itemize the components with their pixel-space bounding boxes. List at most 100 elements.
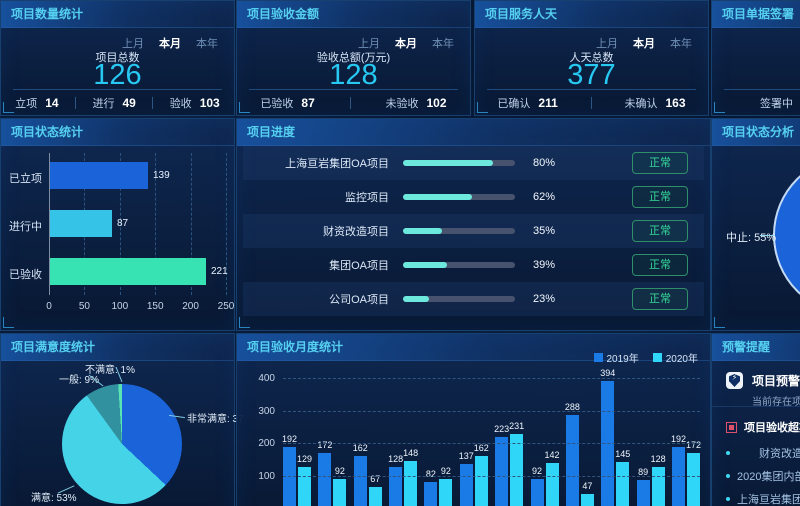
red-square-icon bbox=[726, 421, 737, 433]
bar-2020年: 128 bbox=[651, 374, 666, 506]
month-group: 192 129 bbox=[282, 374, 312, 506]
legend-swatch bbox=[593, 353, 603, 362]
progress-percent: 62% bbox=[533, 191, 556, 203]
pie-label-neutral: 一般: 9% bbox=[59, 375, 100, 386]
progress-percent: 23% bbox=[533, 293, 556, 305]
bar-2020年: 145 bbox=[615, 374, 630, 506]
bar-2019年: 128 bbox=[388, 374, 403, 506]
x-tick-label: 0 bbox=[46, 301, 52, 312]
bar-2019年: 89 bbox=[636, 374, 650, 506]
status-button[interactable]: 正常 bbox=[632, 186, 688, 208]
card-document-signing: 项目单据签署 签署中129 bbox=[711, 0, 800, 116]
panel-title: 项目单据签署 bbox=[712, 1, 800, 28]
status-button[interactable]: 正常 bbox=[632, 254, 688, 276]
progress-row: 上海亘岩集团OA项目 80% 正常 bbox=[243, 146, 704, 180]
legend-item-2020年[interactable]: 2020年 bbox=[652, 350, 698, 365]
progress-percent: 35% bbox=[533, 225, 556, 237]
progress-row: 公司OA项目 23% 正常 bbox=[243, 282, 704, 316]
progress-row: 监控项目 62% 正常 bbox=[243, 180, 704, 214]
panel-title: 项目满意度统计 bbox=[1, 334, 234, 361]
warning-list-item[interactable]: 上海亘岩集团OA项目 bbox=[712, 487, 800, 506]
bar-chart: 0 50 100 150 200 250 139 87 221 bbox=[46, 153, 234, 312]
panel-warnings: 预警提醒 ⚡ 项目预警 当前存在项目风 项目验收超期 财资改造项目2020集团内… bbox=[711, 333, 800, 506]
progress-bar-fill bbox=[403, 296, 429, 302]
metric-label: 人天总数 bbox=[569, 52, 614, 64]
warning-list-item[interactable]: 2020集团内部巡检项目 bbox=[712, 464, 800, 487]
divider bbox=[13, 89, 222, 90]
month-group: 172 92 bbox=[317, 374, 347, 506]
panel-title: 项目验收月度统计 bbox=[237, 334, 710, 361]
bar-2020年: 67 bbox=[368, 374, 382, 506]
progress-bar-track bbox=[403, 160, 515, 166]
progress-bar-track bbox=[403, 194, 515, 200]
tab-本月[interactable]: 本月 bbox=[159, 38, 181, 50]
month-group: 137 162 bbox=[459, 374, 489, 506]
card-stats: 已确认 211 未确认 163 bbox=[481, 93, 702, 113]
month-group: 92 142 bbox=[530, 374, 560, 506]
bars: 192 129 172 92 162 67 128 148 82 92 137 162 223 231 92… bbox=[282, 368, 701, 506]
x-tick-label: 50 bbox=[78, 301, 90, 312]
status-button[interactable]: 正常 bbox=[632, 288, 688, 310]
bar-2019年: 82 bbox=[424, 374, 438, 506]
tab-本年[interactable]: 本年 bbox=[670, 38, 692, 50]
bar-2019年: 172 bbox=[317, 374, 332, 506]
progress-bar-track bbox=[403, 296, 515, 302]
bar-2020年: 129 bbox=[297, 374, 312, 506]
month-group: 394 145 bbox=[600, 368, 630, 506]
month-group: 82 92 bbox=[424, 374, 453, 506]
stat-已验收: 已验收 87 bbox=[260, 96, 315, 110]
section-title: 项目验收超期 bbox=[744, 422, 800, 434]
bar-2019年: 288 bbox=[565, 374, 580, 506]
gridline bbox=[283, 378, 700, 379]
alert-description: 当前存在项目风 bbox=[752, 397, 800, 408]
bar-2019年: 92 bbox=[530, 374, 544, 506]
bar-2020年: 148 bbox=[403, 374, 418, 506]
status-button[interactable]: 正常 bbox=[632, 220, 688, 242]
bar-2019年: 137 bbox=[459, 374, 474, 506]
legend-item-2019年[interactable]: 2019年 bbox=[593, 350, 639, 365]
stat-divider bbox=[152, 97, 154, 109]
tab-本月[interactable]: 本月 bbox=[395, 38, 417, 50]
bar-已验收 bbox=[50, 258, 206, 285]
progress-bar-track bbox=[403, 262, 515, 268]
gridline bbox=[119, 153, 121, 295]
bar-进行中 bbox=[50, 210, 112, 237]
bar-value: 139 bbox=[153, 170, 170, 181]
panel-title: 项目数量统计 bbox=[1, 1, 234, 28]
gridline bbox=[155, 153, 157, 295]
period-tabs: 上月 本月 本年 bbox=[122, 35, 218, 51]
bar-2019年: 394 bbox=[600, 368, 615, 506]
progress-bar-fill bbox=[403, 194, 473, 200]
project-name: 集团OA项目 bbox=[329, 260, 389, 272]
status-button[interactable]: 正常 bbox=[632, 152, 688, 174]
panel-status-analysis: 项目状态分析 中止: 55% bbox=[711, 118, 800, 331]
x-tick-label: 250 bbox=[217, 301, 235, 312]
tab-上月[interactable]: 上月 bbox=[122, 38, 144, 50]
stat-divider bbox=[75, 97, 77, 109]
tab-上月[interactable]: 上月 bbox=[596, 38, 618, 50]
pie-chart bbox=[773, 155, 800, 315]
metric-value: 377 bbox=[567, 59, 616, 91]
month-group: 89 128 bbox=[636, 374, 666, 506]
warning-list-item[interactable]: 财资改造项目 bbox=[712, 441, 800, 464]
month-group: 223 231 bbox=[494, 374, 524, 506]
project-name: 监控项目 bbox=[345, 192, 389, 204]
pie-chart bbox=[62, 384, 182, 504]
progress-bar-fill bbox=[403, 228, 443, 234]
x-tick-label: 100 bbox=[111, 301, 129, 312]
month-group: 288 47 bbox=[565, 374, 594, 506]
progress-row: 集团OA项目 39% 正常 bbox=[243, 248, 704, 282]
tab-本年[interactable]: 本年 bbox=[196, 38, 218, 50]
stat-签署中: 签署中129 bbox=[760, 98, 793, 110]
bar-已立项 bbox=[50, 162, 148, 189]
card-service-days: 项目服务人天 上月 本月 本年 人天总数 377 已确认 211 未确认 163 bbox=[474, 0, 709, 116]
divider bbox=[724, 89, 800, 90]
tab-上月[interactable]: 上月 bbox=[358, 38, 380, 50]
y-axis: 100 200 300 400 bbox=[243, 334, 275, 506]
pie-label-dissatisfied: 不满意: 1% bbox=[85, 365, 136, 376]
period-tabs: 上月 本月 本年 bbox=[358, 35, 454, 51]
tab-本年[interactable]: 本年 bbox=[432, 38, 454, 50]
tab-本月[interactable]: 本月 bbox=[633, 38, 655, 50]
card-project-count: 项目数量统计 上月 本月 本年 项目总数 126 立项 14 进行 49 验收 103 bbox=[0, 0, 235, 116]
